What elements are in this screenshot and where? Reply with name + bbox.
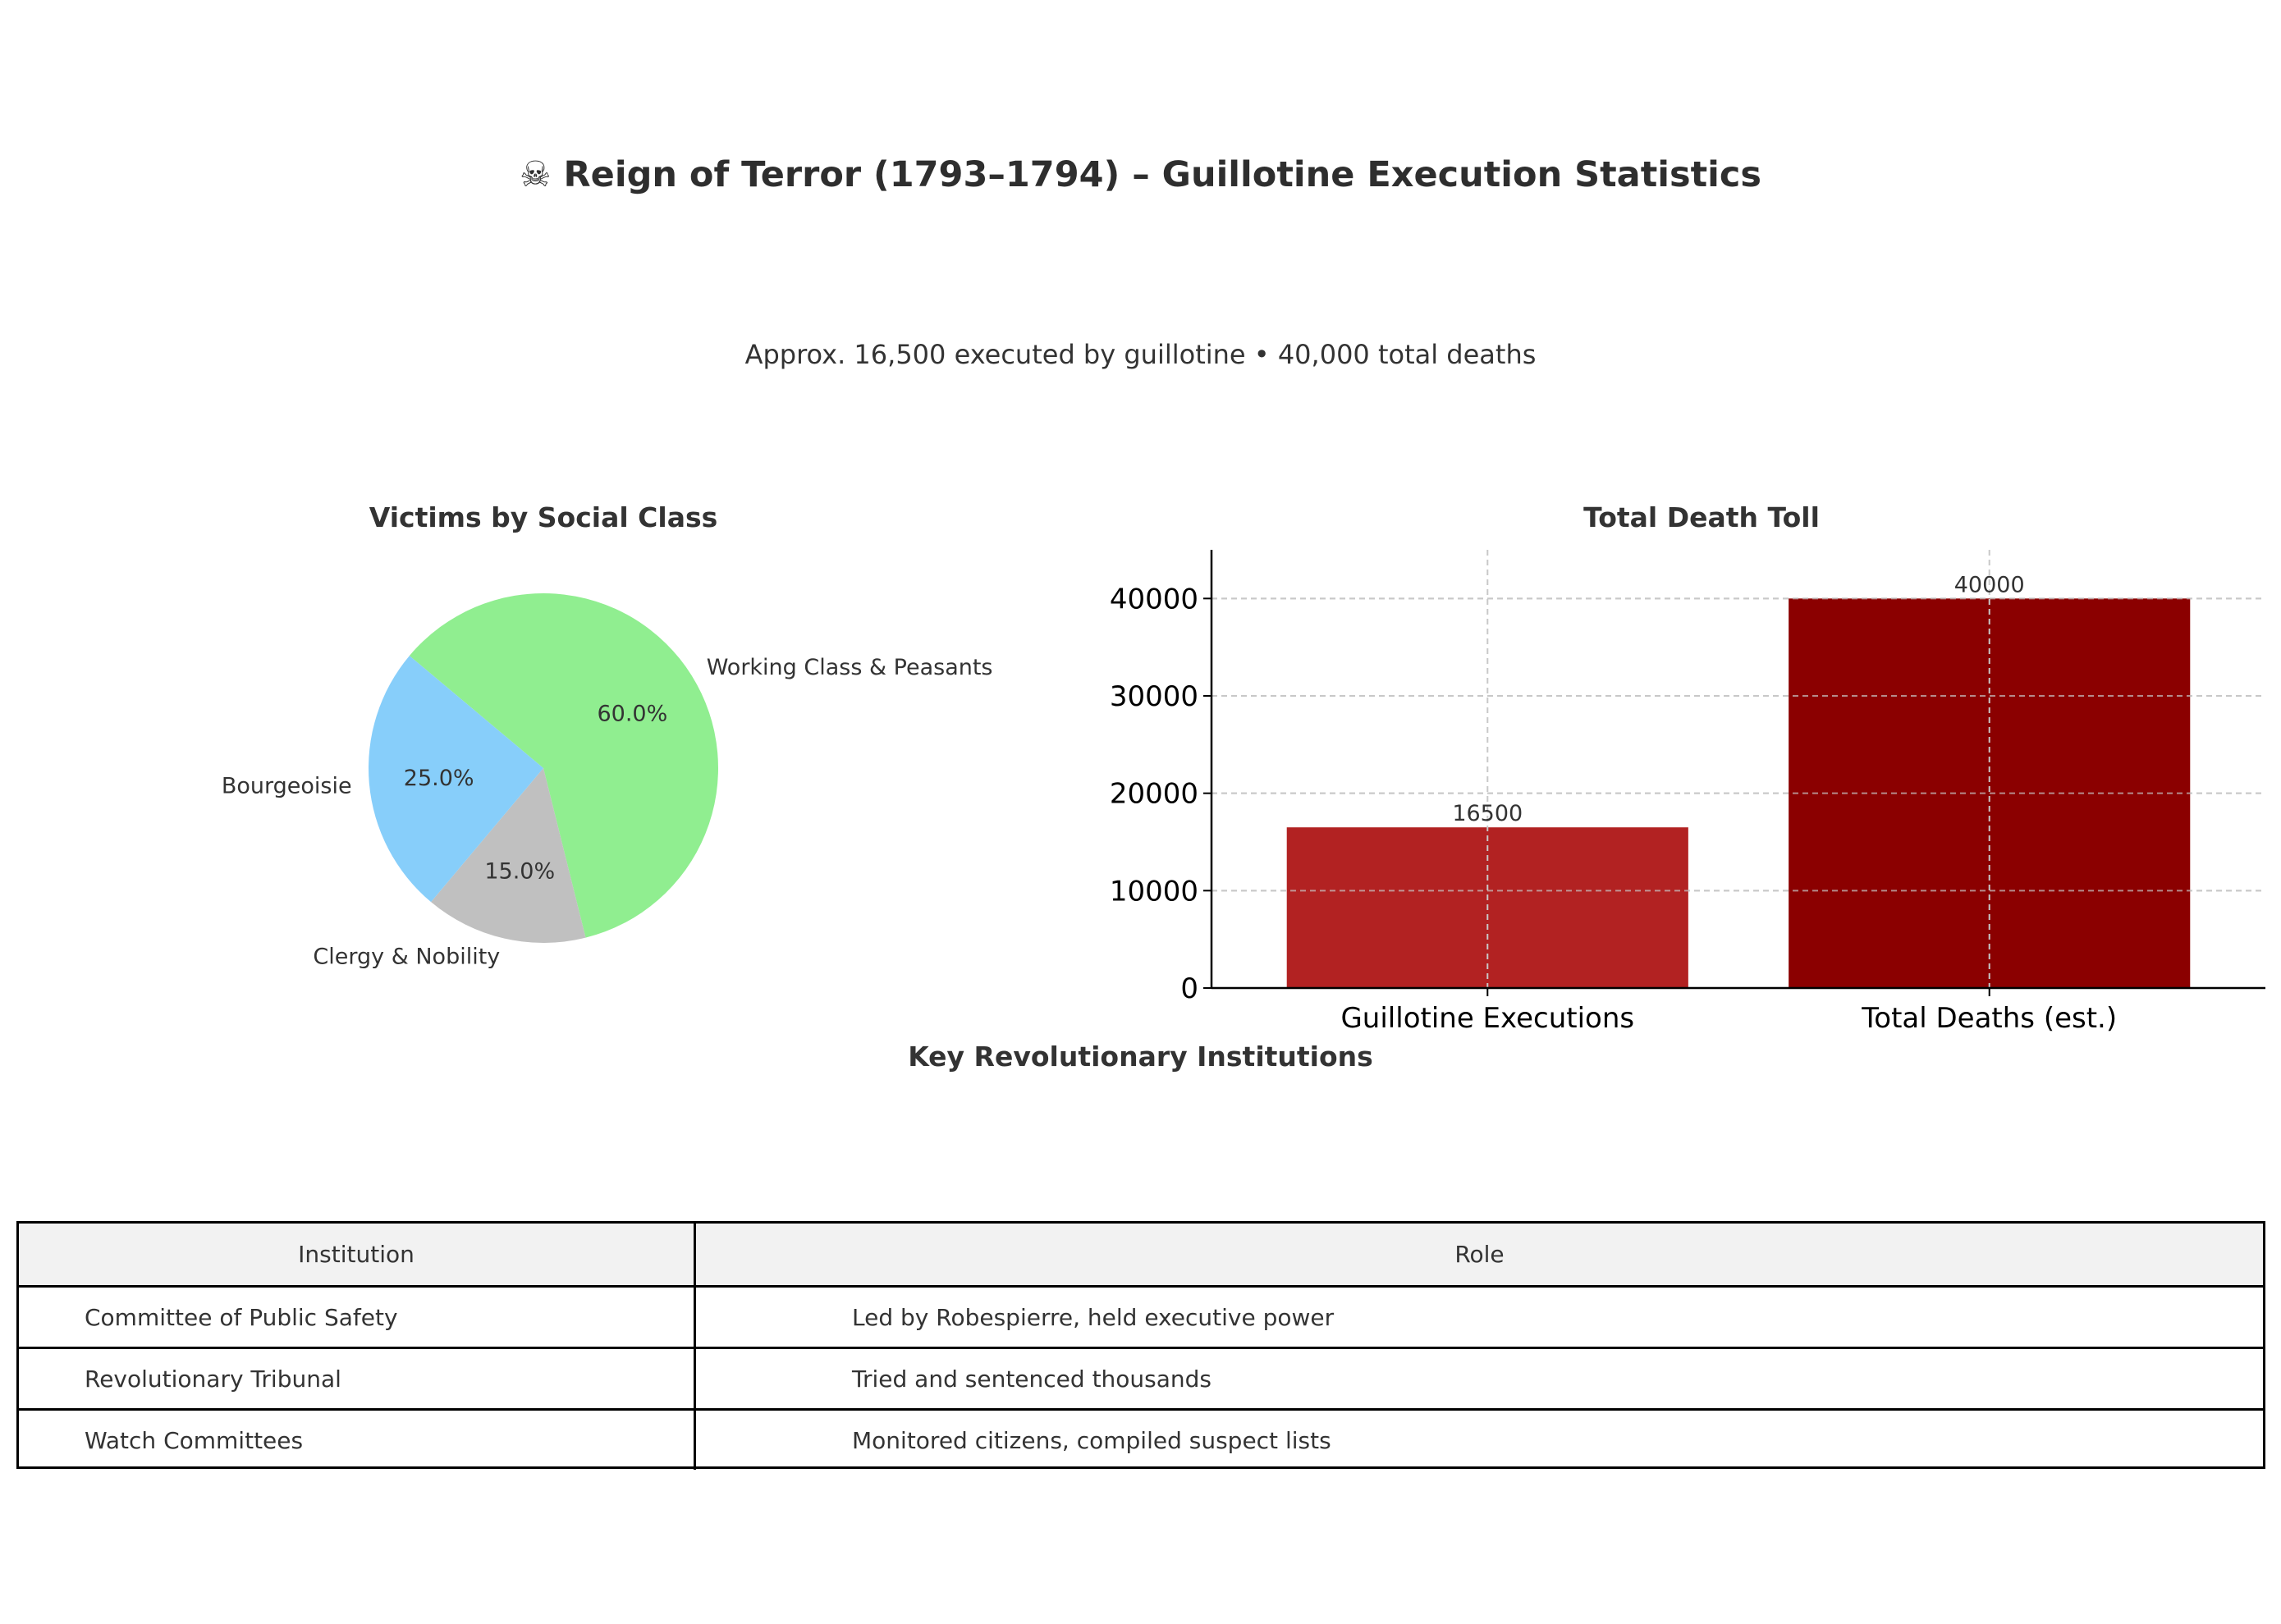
- pie-chart: Victims by Social Class 60.0% Working Clas…: [222, 501, 993, 969]
- bar-value-label: 40000: [1954, 572, 2025, 597]
- table-title: Key Revolutionary Institutions: [908, 1041, 1373, 1073]
- bar-chart: Total Death Toll 16500 40000 0 10000 20000 300…: [1110, 501, 2265, 1034]
- pie-pct-label: 60.0%: [597, 701, 667, 726]
- y-tick-label: 20000: [1110, 778, 1198, 811]
- table-cell-role: Led by Robespierre, held executive power: [694, 1288, 2263, 1347]
- pie-title: Victims by Social Class: [369, 501, 718, 533]
- pie-pct-label: 15.0%: [484, 859, 555, 885]
- bar-title: Total Death Toll: [1583, 501, 1820, 533]
- table-row: Committee of Public Safety Led by Robesp…: [19, 1285, 2263, 1347]
- page-subtitle: Approx. 16,500 executed by guillotine • …: [744, 339, 1537, 370]
- x-tick-label: Guillotine Executions: [1340, 1002, 1634, 1034]
- pie-slice-label: Working Class & Peasants: [707, 655, 993, 680]
- pie-slice: [368, 656, 543, 903]
- pie-slice-label: Bourgeoisie: [222, 773, 352, 798]
- table-row: Revolutionary Tribunal Tried and sentenc…: [19, 1347, 2263, 1408]
- institutions-table: Institution Role Committee of Public Saf…: [16, 1221, 2265, 1470]
- bar-value-label: 16500: [1452, 801, 1523, 826]
- y-tick-label: 0: [1180, 972, 1198, 1005]
- table-cell-role: Monitored citizens, compiled suspect lis…: [694, 1411, 2263, 1470]
- table-header-role: Role: [694, 1224, 2263, 1285]
- table-header-row: Institution Role: [19, 1224, 2263, 1285]
- pie-slice: [431, 768, 586, 943]
- page-title: ☠ Reign of Terror (1793–1794) – Guilloti…: [520, 154, 1761, 195]
- table-cell-institution: Committee of Public Safety: [85, 1303, 398, 1331]
- y-tick-label: 10000: [1110, 875, 1198, 908]
- y-tick-label: 40000: [1110, 583, 1198, 615]
- y-tick-label: 30000: [1110, 680, 1198, 713]
- table-header-institution: Institution: [298, 1241, 415, 1268]
- table-cell-institution: Watch Committees: [85, 1426, 304, 1454]
- x-tick-label: Total Deaths (est.): [1861, 1002, 2117, 1034]
- table-cell-institution: Revolutionary Tribunal: [85, 1365, 341, 1393]
- pie-slice-label: Clergy & Nobility: [313, 944, 500, 969]
- pie-pct-label: 25.0%: [404, 766, 474, 791]
- table-cell-role: Tried and sentenced thousands: [694, 1349, 2263, 1408]
- pie-slice: [409, 593, 719, 938]
- table-row: Watch Committees Monitored citizens, com…: [19, 1408, 2263, 1470]
